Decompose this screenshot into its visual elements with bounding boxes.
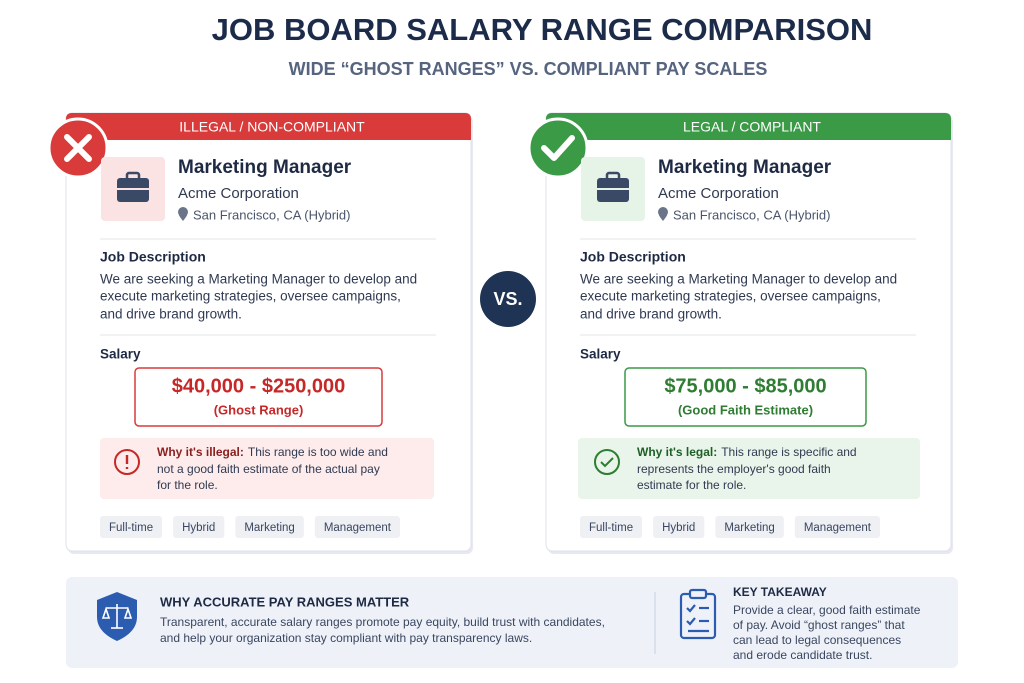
job-card: LEGAL / COMPLIANT Marketing Manager Acme C…	[527, 112, 953, 554]
note-line: not a good faith estimate of the actual …	[157, 462, 380, 476]
takeaway-line: can lead to legal consequences	[733, 633, 901, 647]
vs-label: VS.	[493, 289, 522, 309]
note-label: Why it's illegal:	[157, 445, 244, 459]
briefcase-handle	[125, 171, 141, 182]
check-icon	[541, 135, 575, 161]
tag: Marketing	[724, 522, 775, 534]
note-line: Why it's legal: This range is specific an…	[637, 445, 857, 459]
tag: Full-time	[109, 522, 153, 534]
description-line: execute marketing strategies, oversee ca…	[580, 289, 881, 304]
takeaway-line: and erode candidate trust.	[733, 648, 872, 662]
tag-bg	[580, 516, 643, 538]
page-subtitle: WIDE “GHOST RANGES” VS. COMPLIANT PAY SC…	[289, 59, 768, 79]
description-line: and drive brand growth.	[580, 307, 722, 322]
salary-heading: Salary	[580, 347, 621, 362]
scale-icon	[101, 604, 133, 629]
note-label: Why it's legal:	[637, 445, 717, 459]
salary-heading: Salary	[100, 347, 141, 362]
note-text: This range is too wide and	[248, 445, 388, 459]
note-line: for the role.	[157, 478, 218, 492]
cards: ILLEGAL / NON-COMPLIANT Marketing Manager…	[47, 112, 953, 554]
note-text: This range is specific and	[721, 445, 856, 459]
tag: Hybrid	[662, 522, 695, 534]
takeaway-heading: KEY TAKEAWAY	[733, 585, 827, 599]
tag-bg	[794, 516, 880, 538]
salary-box	[624, 367, 867, 427]
pin-icon	[658, 207, 668, 221]
footer-panel: WHY ACCURATE PAY RANGES MATTER Transpare…	[66, 577, 958, 668]
note-line: represents the employer's good faith	[637, 462, 831, 476]
tag-bg	[653, 516, 705, 538]
description-line: We are seeking a Marketing Manager to de…	[100, 272, 417, 287]
note-icon	[114, 449, 140, 475]
job-card: ILLEGAL / NON-COMPLIANT Marketing Manager…	[47, 112, 473, 554]
pin-icon	[178, 207, 188, 221]
note-line: Why it's illegal: This range is too wide …	[157, 445, 388, 459]
footer-heading: WHY ACCURATE PAY RANGES MATTER	[160, 594, 410, 609]
description-line: and drive brand growth.	[100, 307, 242, 322]
tag: Management	[804, 522, 872, 534]
status-label: ILLEGAL / NON-COMPLIANT	[179, 119, 365, 135]
salary-range: $40,000 - $250,000	[172, 375, 346, 397]
description-heading: Job Description	[580, 249, 686, 265]
tag-bg	[314, 516, 400, 538]
tag-bg	[173, 516, 225, 538]
location: San Francisco, CA (Hybrid)	[193, 207, 351, 222]
takeaway-line: Provide a clear, good faith estimate	[733, 603, 921, 617]
status-bar	[546, 113, 951, 140]
description-line: We are seeking a Marketing Manager to de…	[580, 272, 897, 287]
note-box	[578, 438, 920, 499]
description-heading: Job Description	[100, 249, 206, 265]
company: Acme Corporation	[178, 185, 299, 202]
briefcase-handle	[605, 171, 621, 182]
tag-bg	[235, 516, 304, 538]
clipboard-icon	[679, 588, 717, 640]
tag: Marketing	[244, 522, 295, 534]
footer-bg	[66, 577, 958, 668]
page-title: JOB BOARD SALARY RANGE COMPARISON	[212, 12, 873, 47]
salary-note: (Ghost Range)	[214, 402, 304, 417]
status-badge	[527, 117, 589, 179]
salary-note: (Good Faith Estimate)	[678, 402, 813, 417]
note-box	[100, 438, 434, 499]
tag-bg	[100, 516, 163, 538]
job-title: Marketing Manager	[658, 157, 832, 178]
tag: Management	[324, 522, 392, 534]
tag: Full-time	[589, 522, 633, 534]
salary-box	[134, 367, 383, 427]
tag-bg	[715, 516, 784, 538]
description-line: execute marketing strategies, oversee ca…	[100, 289, 401, 304]
status-label: LEGAL / COMPLIANT	[683, 119, 821, 135]
vs-badge	[480, 271, 536, 327]
tag: Hybrid	[182, 522, 215, 534]
footer-line: and help your organization stay complian…	[160, 631, 532, 645]
x-icon	[64, 134, 92, 162]
note-check	[600, 457, 614, 468]
location: San Francisco, CA (Hybrid)	[673, 207, 831, 222]
note-line: estimate for the role.	[637, 478, 746, 492]
note-icon	[594, 449, 620, 475]
footer-line: Transparent, accurate salary ranges prom…	[160, 615, 605, 629]
job-title: Marketing Manager	[178, 157, 352, 178]
status-bar	[66, 113, 471, 140]
company: Acme Corporation	[658, 185, 779, 202]
salary-range: $75,000 - $85,000	[664, 375, 826, 397]
takeaway-line: of pay. Avoid “ghost ranges” that	[733, 618, 905, 632]
